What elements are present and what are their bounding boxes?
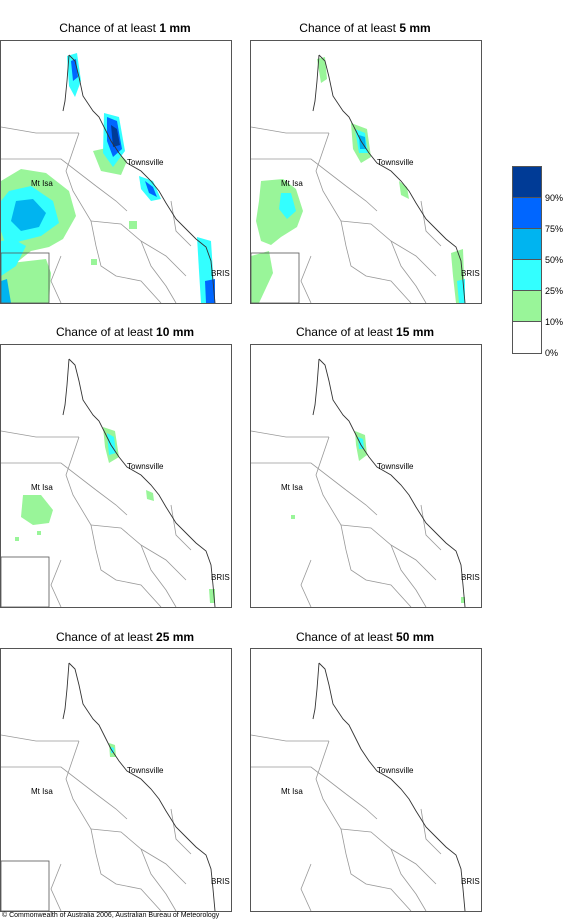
label-mt-isa: Mt Isa <box>281 483 303 492</box>
legend-swatch-25 <box>512 259 542 292</box>
probability-shading <box>15 427 215 603</box>
label-townsville: Townsville <box>377 766 414 775</box>
inset-box <box>251 252 300 303</box>
legend-swatch-50 <box>512 228 542 261</box>
state-boundaries <box>251 734 442 911</box>
coastline <box>62 54 216 303</box>
legend-swatch-90 <box>512 166 542 199</box>
label-brisbane: BRIS <box>211 269 230 278</box>
legend-swatch-10 <box>512 290 542 323</box>
label-brisbane: BRIS <box>461 573 480 582</box>
label-brisbane: BRIS <box>461 877 480 886</box>
state-boundaries <box>1 126 192 303</box>
copyright-notice: © Commonwealth of Australia 2006, Austra… <box>2 912 220 919</box>
inset-box <box>1 860 50 911</box>
panel-title-5mm: Chance of at least 5 mm <box>299 21 431 35</box>
panel-title-10mm: Chance of at least 10 mm <box>55 325 195 339</box>
legend-swatch-0 <box>512 321 542 354</box>
rainfall-map-50mm <box>251 662 466 911</box>
label-mt-isa: Mt Isa <box>31 483 53 492</box>
legend-label-25: 25% <box>545 286 564 296</box>
state-boundaries <box>1 430 192 607</box>
panel-title-25mm: Chance of at least 25 mm <box>55 630 195 644</box>
legend-label-10: 10% <box>545 317 564 327</box>
coastline <box>312 662 466 911</box>
map-panel-15mm: Townsville Mt Isa BRIS <box>250 344 482 608</box>
label-mt-isa: Mt Isa <box>31 179 53 188</box>
label-townsville: Townsville <box>127 158 164 167</box>
inset-box <box>1 252 50 303</box>
probability-shading <box>291 431 465 603</box>
legend-label-50: 50% <box>545 255 564 265</box>
state-boundaries <box>1 734 192 911</box>
label-townsville: Townsville <box>127 462 164 471</box>
rainfall-map-25mm <box>1 662 216 911</box>
label-brisbane: BRIS <box>211 573 230 582</box>
map-panel-10mm: Townsville Mt Isa BRIS <box>0 344 232 608</box>
coastline <box>62 358 216 607</box>
legend-label-90: 90% <box>545 193 564 203</box>
legend-swatch-75 <box>512 197 542 230</box>
inset-box <box>1 556 50 607</box>
probability-shading <box>1 53 215 303</box>
coastline <box>312 358 466 607</box>
map-panel-50mm: Townsville Mt Isa BRIS <box>250 648 482 912</box>
coastline <box>312 54 466 303</box>
label-mt-isa: Mt Isa <box>281 787 303 796</box>
rainfall-map-15mm <box>251 358 466 607</box>
panel-title-50mm: Chance of at least 50 mm <box>295 630 435 644</box>
legend-label-75: 75% <box>545 224 564 234</box>
label-townsville: Townsville <box>127 766 164 775</box>
rainfall-map-1mm <box>1 53 216 303</box>
label-brisbane: BRIS <box>461 269 480 278</box>
rainfall-map-10mm <box>1 358 216 607</box>
map-panel-5mm: Townsville Mt Isa BRIS <box>250 40 482 304</box>
state-boundaries <box>251 126 442 303</box>
label-townsville: Townsville <box>377 462 414 471</box>
label-mt-isa: Mt Isa <box>31 787 53 796</box>
legend-label-0: 0% <box>545 348 559 358</box>
state-boundaries <box>251 430 442 607</box>
panel-title-15mm: Chance of at least 15 mm <box>295 325 435 339</box>
coastline <box>62 662 216 911</box>
panel-title-1mm: Chance of at least 1 mm <box>59 21 191 35</box>
rainfall-map-5mm <box>251 54 466 303</box>
label-mt-isa: Mt Isa <box>281 179 303 188</box>
map-panel-1mm: Townsville Mt Isa BRIS <box>0 40 232 304</box>
label-townsville: Townsville <box>377 158 414 167</box>
map-panel-25mm: Townsville Mt Isa BRIS <box>0 648 232 912</box>
label-brisbane: BRIS <box>211 877 230 886</box>
